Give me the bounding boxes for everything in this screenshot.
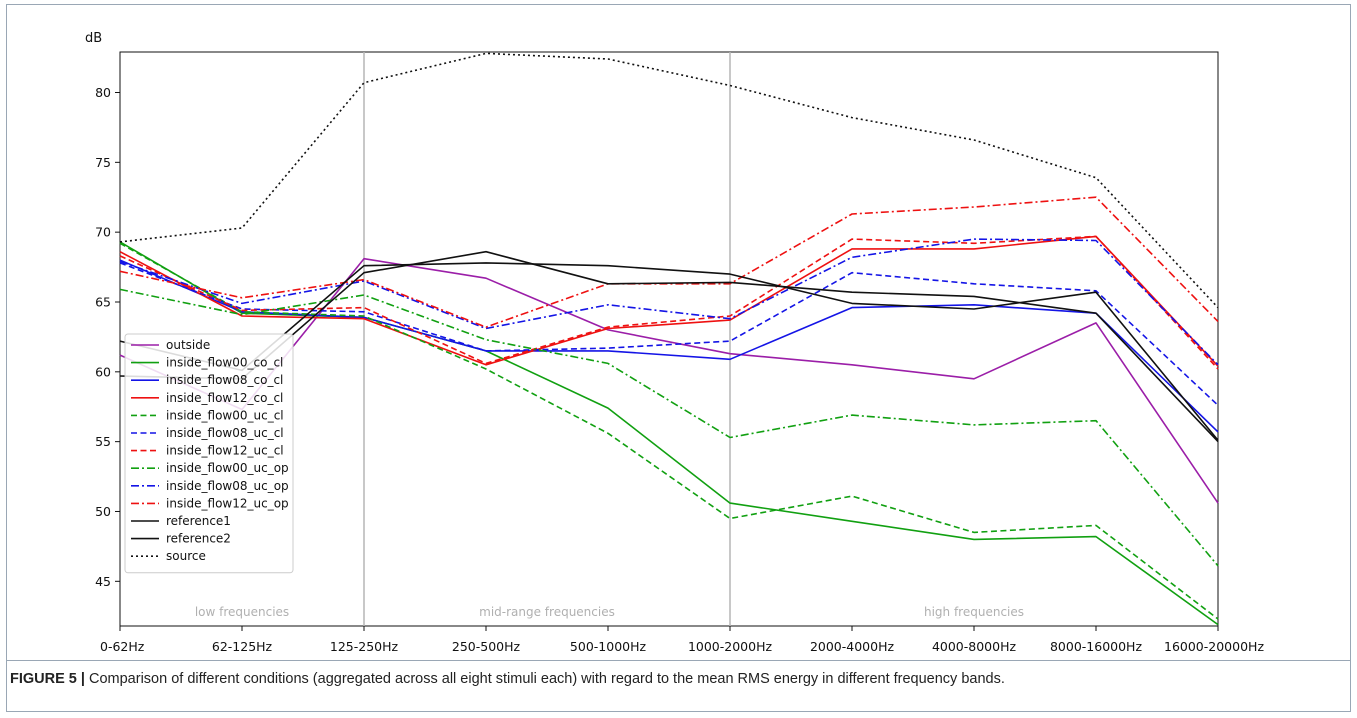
legend-label: reference1	[166, 514, 231, 528]
series-line-reference1	[119, 262, 1219, 441]
legend-label: reference2	[166, 532, 231, 546]
legend: outside inside_flow00_co_cl inside_flow08_…	[124, 333, 294, 574]
x-tick-label: 62-125Hz	[212, 639, 273, 654]
figure-caption: FIGURE 5 | Comparison of different condi…	[10, 671, 1330, 687]
y-tick-label: 50	[95, 504, 111, 519]
series-line-inside-flow08-uc-cl	[119, 262, 1219, 406]
figure-label: FIGURE 5 |	[10, 671, 85, 687]
x-tick-label: 0-62Hz	[100, 639, 145, 654]
y-tick-label: 55	[95, 434, 111, 449]
region-label-1: low frequencies	[195, 605, 289, 619]
legend-label: inside_flow08_co_cl	[166, 373, 283, 387]
series-line-outside	[119, 257, 1219, 504]
region-labels: low frequencies mid-range frequencies high…	[195, 605, 1024, 619]
line-chart: dB low frequencies mid-range frequencies h…	[85, 31, 1264, 654]
series-line-inside-flow00-uc-cl	[119, 242, 1219, 620]
legend-label: inside_flow12_co_cl	[166, 391, 283, 405]
legend-label: inside_flow12_uc_op	[166, 496, 289, 510]
y-tick-label: 80	[95, 85, 111, 100]
region-label-2: mid-range frequencies	[479, 605, 615, 619]
x-tick-label: 2000-4000Hz	[810, 639, 895, 654]
y-tick-label: 60	[95, 364, 111, 379]
figure-caption-text: Comparison of different conditions (aggr…	[84, 671, 1005, 687]
series-lines	[119, 52, 1219, 626]
x-axis: 0-62Hz 62-125Hz 125-250Hz 250-500Hz 500-1000…	[100, 626, 1264, 654]
y-tick-label: 75	[95, 155, 111, 170]
region-separators	[363, 52, 731, 626]
y-axis: 45 50 55 60 65 70 75 80	[95, 85, 120, 589]
series-line-inside-flow12-uc-cl	[119, 235, 1219, 370]
x-tick-label: 1000-2000Hz	[688, 639, 773, 654]
x-tick-label: 250-500Hz	[452, 639, 521, 654]
legend-box	[124, 333, 294, 574]
series-line-reference2	[119, 250, 1219, 443]
legend-label: source	[166, 549, 206, 563]
region-label-3: high frequencies	[924, 605, 1024, 619]
x-tick-label: 16000-20000Hz	[1164, 639, 1264, 654]
y-tick-label: 65	[95, 294, 111, 309]
x-tick-label: 500-1000Hz	[570, 639, 647, 654]
legend-label: inside_flow08_uc_cl	[166, 426, 284, 440]
legend-label: inside_flow12_uc_cl	[166, 444, 284, 458]
legend-label: inside_flow00_co_cl	[166, 356, 283, 370]
series-line-inside-flow08-uc-op	[119, 238, 1219, 366]
y-axis-label: dB	[85, 31, 102, 46]
x-tick-label: 8000-16000Hz	[1050, 639, 1142, 654]
caption-divider	[6, 660, 1351, 661]
legend-label: inside_flow08_uc_op	[166, 479, 289, 493]
legend-label: inside_flow00_uc_op	[166, 461, 289, 475]
plot-area	[119, 51, 1219, 627]
y-tick-label: 45	[95, 574, 111, 589]
x-tick-label: 4000-8000Hz	[932, 639, 1017, 654]
y-tick-label: 70	[95, 225, 111, 240]
legend-label: outside	[166, 338, 210, 352]
legend-label: inside_flow00_uc_cl	[166, 408, 284, 422]
x-tick-label: 125-250Hz	[330, 639, 399, 654]
